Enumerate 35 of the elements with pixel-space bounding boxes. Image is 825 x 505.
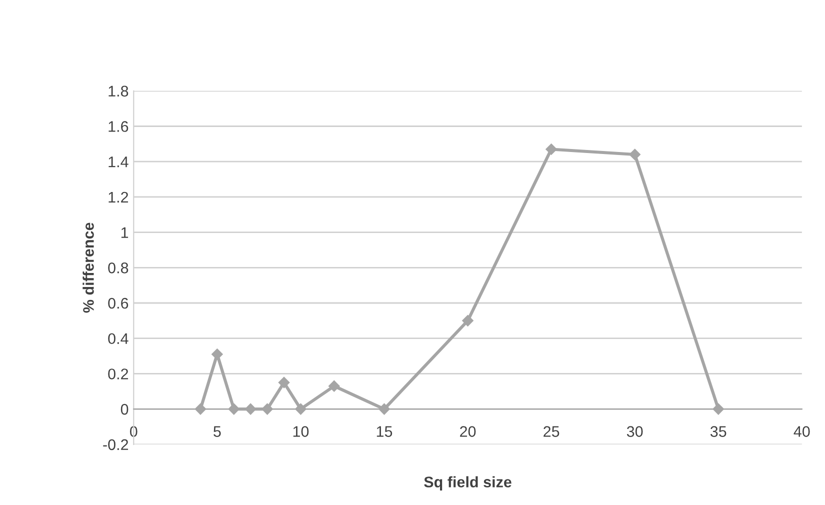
y-tick-label: 1.4 <box>108 156 128 168</box>
x-tick-label: 40 <box>794 426 810 437</box>
y-tick-label: 1 <box>121 227 128 238</box>
y-tick-label: 0.2 <box>108 368 128 380</box>
x-tick-label: 20 <box>460 426 476 437</box>
y-axis-title: % difference <box>82 222 94 313</box>
y-tick-label: 1.2 <box>108 192 128 202</box>
y-tick-label: 0.8 <box>108 262 128 274</box>
x-tick-label: 25 <box>544 426 560 437</box>
y-tick-label: 0 <box>120 404 128 415</box>
point <box>546 144 557 155</box>
y-tick-label: 1.6 <box>108 121 128 132</box>
point <box>194 403 206 415</box>
y-tick-label: 0.6 <box>108 298 128 309</box>
y-tick-label: -0.2 <box>103 439 128 450</box>
x-axis-title: Sq field size <box>424 476 512 490</box>
point <box>212 348 223 360</box>
point <box>262 403 273 415</box>
point <box>295 403 306 415</box>
x-tick-label: 30 <box>626 426 643 437</box>
point <box>278 376 290 388</box>
x-tick-label: 35 <box>710 426 726 437</box>
x-tick-label: 10 <box>293 426 309 437</box>
point <box>328 380 340 392</box>
x-tick-label: 5 <box>214 426 221 437</box>
x-tick-label: 0 <box>130 426 138 437</box>
point <box>462 315 474 326</box>
point <box>378 403 390 415</box>
y-tick-label: 1.8 <box>108 86 128 97</box>
point <box>629 148 640 160</box>
y-tick-label: 0.4 <box>108 333 128 344</box>
point <box>228 403 240 415</box>
x-tick-label: 15 <box>376 426 392 437</box>
point <box>244 403 256 415</box>
point <box>712 403 724 415</box>
